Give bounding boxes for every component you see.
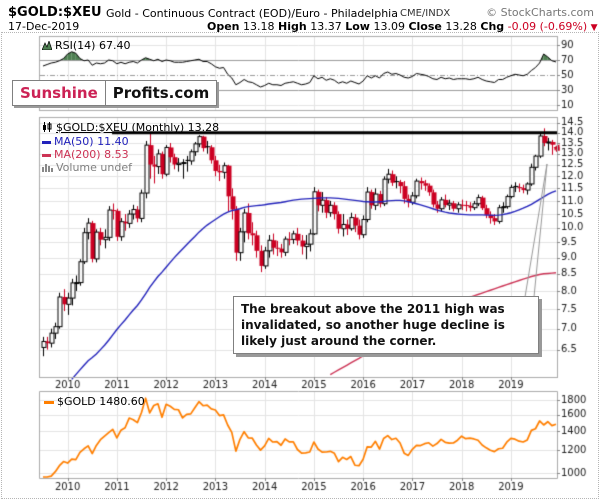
open-value: 13.18 [243, 20, 275, 33]
low-label: Low [345, 20, 370, 33]
chart-date: 17-Dec-2019 [8, 20, 80, 33]
annotation-line-3: likely just around the corner. [241, 334, 437, 348]
ma50-line-swatch [42, 140, 51, 144]
gold-legend: $GOLD 1480.60 [44, 395, 145, 408]
symbol-description: Gold - Continuous Contract (EOD)/Euro - … [106, 7, 398, 20]
page-title: $GOLD:$XEU [8, 5, 102, 20]
volume-bars-icon [42, 162, 53, 175]
rsi-legend-label[interactable]: RSI(14) 67.40 [55, 39, 131, 52]
close-value: 13.28 [445, 20, 477, 33]
logo-right-text: Profits.com [112, 84, 210, 102]
ma200-legend[interactable]: MA(200) 8.53 [54, 148, 129, 161]
chart-frame [1, 32, 599, 499]
gold-legend-label[interactable]: $GOLD 1480.60 [57, 395, 145, 408]
main-symbol-legend-link[interactable]: $GOLD:$XEU (Monthly) 13.28 [56, 121, 220, 134]
chg-value: -0.09 (-0.69%) [507, 20, 588, 33]
ohlc-readout: Open 13.18 High 13.37 Low 13.09 Close 13… [207, 20, 598, 33]
gold-line-swatch [44, 400, 54, 404]
low-value: 13.09 [373, 20, 405, 33]
annotation-box: The breakout above the 2011 high was inv… [233, 296, 539, 354]
annotation-line-1: The breakout above the 2011 high was [241, 302, 505, 316]
chg-down-icon: ▼ [590, 23, 598, 33]
exchange-label: CME/INDX [400, 8, 451, 19]
chg-label: Chg [480, 20, 505, 33]
ma200-line-swatch [42, 153, 51, 157]
annotation-line-2: invalidated, so another huge decline is [241, 318, 505, 332]
logo-left-text: Sunshine [13, 81, 106, 105]
high-label: High [278, 20, 307, 33]
ma50-legend[interactable]: MA(50) 11.40 [54, 135, 129, 148]
close-label: Close [408, 20, 442, 33]
rsi-legend: RSI(14) 67.40 [41, 39, 131, 53]
sunshine-profits-logo[interactable]: Sunshine Profits.com [12, 80, 218, 106]
rsi-area-icon [41, 39, 53, 53]
stockcharts-copyright-link[interactable]: © StockCharts.com [486, 6, 594, 19]
open-label: Open [207, 20, 240, 33]
volume-legend: Volume undef [56, 161, 132, 174]
main-legend: $GOLD:$XEU (Monthly) 13.28 MA(50) 11.40 … [42, 121, 219, 175]
candlestick-icon [42, 122, 53, 135]
high-value: 13.37 [310, 20, 342, 33]
